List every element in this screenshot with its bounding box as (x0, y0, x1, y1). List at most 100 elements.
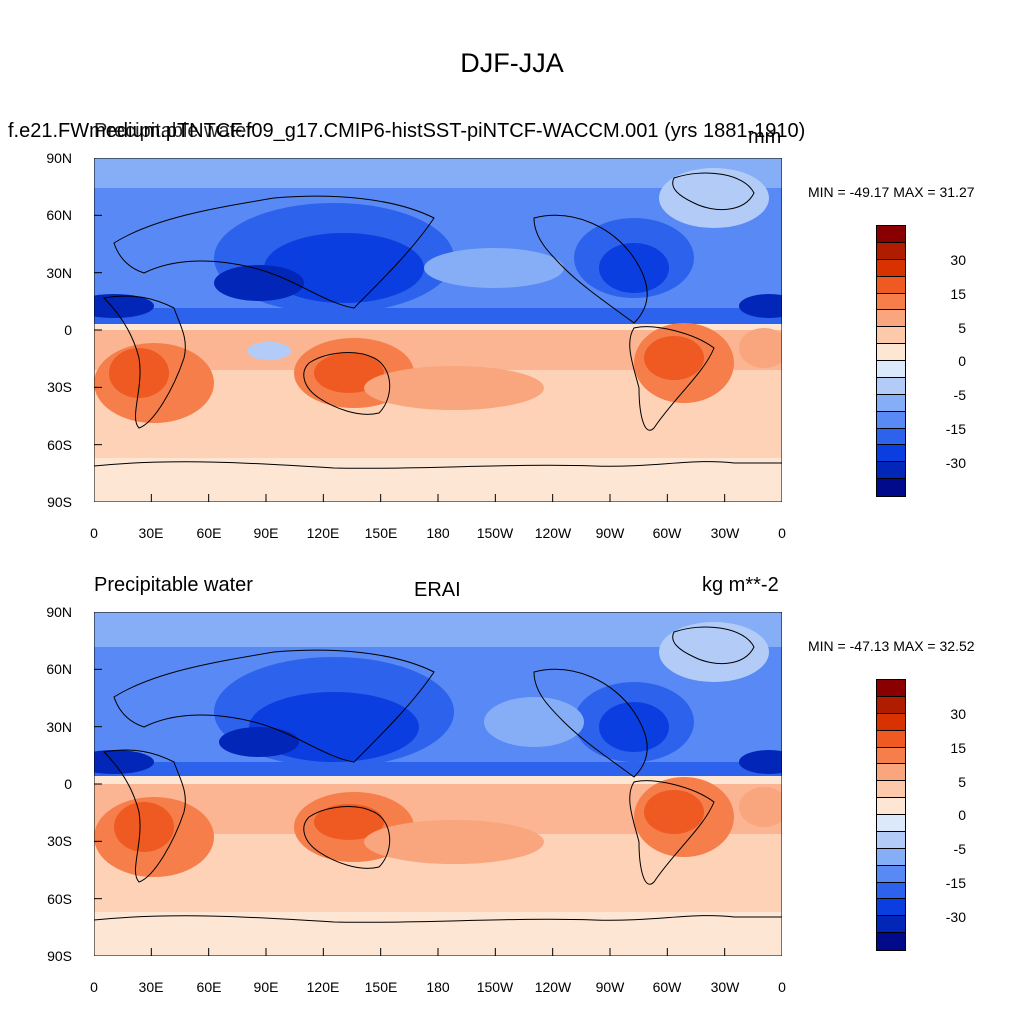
p2-lon-label: 120W (534, 979, 572, 995)
colorbar-swatch (877, 781, 905, 799)
p2-cb-label: 5 (958, 774, 966, 790)
colorbar-swatch (877, 899, 905, 917)
p1-lon-label: 150W (476, 525, 514, 541)
p1-lat-label: 0 (64, 322, 72, 338)
panel1-left-label: Precipitable water (94, 120, 253, 142)
p1-lat-label: 60N (46, 207, 72, 223)
colorbar-swatch (877, 361, 905, 378)
colorbar-cells (877, 226, 905, 496)
p2-cb-label: -30 (945, 909, 966, 925)
panel1-map (94, 158, 782, 502)
colorbar-swatch (877, 916, 905, 934)
colorbar-swatch (877, 327, 905, 345)
colorbar-swatch (877, 848, 905, 866)
p2-cb-label: 15 (950, 740, 966, 756)
colorbar-swatch (877, 462, 905, 480)
p2-lon-label: 150W (476, 979, 514, 995)
colorbar-swatch (877, 276, 905, 294)
p1-cb-label: -5 (953, 387, 966, 403)
colorbar-swatch (877, 713, 905, 731)
p1-lon-label: 90E (253, 525, 279, 541)
colorbar-swatch (877, 696, 905, 714)
p1-lon-label: 150E (364, 525, 398, 541)
p1-lon-label: 120E (306, 525, 340, 541)
colorbar-swatch (877, 815, 905, 832)
p1-lat-label: 30N (46, 265, 72, 281)
colorbar-swatch (877, 293, 905, 311)
p2-lon-label: 180 (426, 979, 450, 995)
p1-cb-label: 0 (958, 353, 966, 369)
panel2-center-label: ERAI (414, 579, 461, 601)
p2-lon-label: 90W (595, 979, 625, 995)
p1-lat-label: 30S (47, 379, 72, 395)
colorbar-swatch (877, 865, 905, 883)
colorbar-swatch (877, 344, 905, 361)
p1-lon-label: 30E (138, 525, 164, 541)
colorbar-swatch (877, 411, 905, 429)
colorbar-swatch (877, 933, 905, 950)
p1-cb-label: -15 (945, 421, 966, 437)
p2-lat-label: 90S (47, 948, 72, 964)
p2-lon-label: 0 (778, 979, 786, 995)
colorbar-swatch (877, 680, 905, 697)
p2-lon-label: 120E (306, 979, 340, 995)
p2-lon-label: 0 (90, 979, 98, 995)
colorbar-swatch (877, 377, 905, 395)
p1-lat-label: 90S (47, 494, 72, 510)
p2-lat-label: 30N (46, 719, 72, 735)
p2-cb-label: -15 (945, 875, 966, 891)
p1-lon-label: 60W (652, 525, 682, 541)
colorbar-swatch (877, 798, 905, 815)
colorbar-swatch (877, 310, 905, 328)
p2-lat-label: 0 (64, 776, 72, 792)
panel1-center-label: f.e21.FWmedium.pTNTCF.f09_g17.CMIP6-hist… (8, 120, 806, 142)
p1-lon-label: 120W (534, 525, 572, 541)
p1-lon-label: 30W (710, 525, 740, 541)
colorbar-swatch (877, 394, 905, 412)
colorbar-swatch (877, 730, 905, 748)
figure-title: DJF-JJA (460, 48, 564, 78)
panel2-right-label: kg m**-2 (702, 574, 779, 596)
colorbar-swatch (877, 428, 905, 446)
p2-lon-label: 30W (710, 979, 740, 995)
p2-cb-label: 0 (958, 807, 966, 823)
colorbar-swatch (877, 831, 905, 849)
p1-cb-label: 15 (950, 286, 966, 302)
colorbar-swatch (877, 226, 905, 243)
colorbar-cells (877, 680, 905, 950)
colorbar-swatch (877, 242, 905, 260)
p1-cb-label: -30 (945, 455, 966, 471)
p1-lon-label: 0 (90, 525, 98, 541)
p1-lon-label: 180 (426, 525, 450, 541)
colorbar-swatch (877, 479, 905, 496)
p2-lon-label: 150E (364, 979, 398, 995)
p1-lon-label: 60E (196, 525, 222, 541)
panel2-colorbar (876, 679, 906, 951)
p1-lat-label: 90N (46, 150, 72, 166)
panel1-colorbar (876, 225, 906, 497)
panel1-stats: MIN = -49.17 MAX = 31.27 (808, 184, 975, 200)
p2-lat-label: 30S (47, 833, 72, 849)
p2-lon-label: 30E (138, 979, 164, 995)
colorbar-swatch (877, 445, 905, 463)
panel1-right-label: mm (748, 126, 782, 148)
panel2-map (94, 612, 782, 956)
panel2-left-label: Precipitable water (94, 574, 253, 596)
p1-lon-label: 90W (595, 525, 625, 541)
p2-lon-label: 60E (196, 979, 222, 995)
p2-lat-label: 60N (46, 661, 72, 677)
colorbar-swatch (877, 259, 905, 277)
p1-lat-label: 60S (47, 437, 72, 453)
p2-lon-label: 60W (652, 979, 682, 995)
p2-cb-label: 30 (950, 706, 966, 722)
p1-cb-label: 30 (950, 252, 966, 268)
panel2-stats: MIN = -47.13 MAX = 32.52 (808, 638, 975, 654)
colorbar-swatch (877, 747, 905, 765)
p1-cb-label: 5 (958, 320, 966, 336)
p2-lat-label: 90N (46, 604, 72, 620)
colorbar-swatch (877, 764, 905, 782)
p2-lat-label: 60S (47, 891, 72, 907)
p2-cb-label: -5 (953, 841, 966, 857)
p1-lon-label: 0 (778, 525, 786, 541)
p2-lon-label: 90E (253, 979, 279, 995)
